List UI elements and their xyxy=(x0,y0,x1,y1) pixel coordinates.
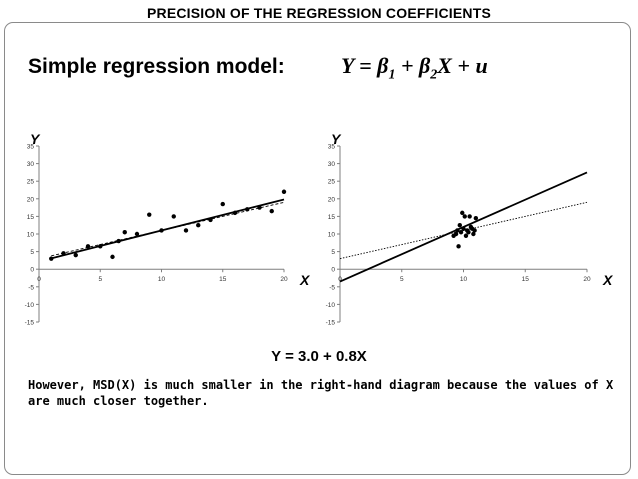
y-tick-label: 10 xyxy=(328,232,336,239)
x-tick-label: 5 xyxy=(98,276,102,283)
data-point xyxy=(455,228,460,233)
y-tick-label: 0 xyxy=(331,267,335,274)
y-tick-label: 5 xyxy=(30,249,34,256)
data-point xyxy=(472,228,477,233)
formula-text: Y = β1 + β2X + u xyxy=(341,53,488,83)
x-tick-label: 0 xyxy=(338,276,342,283)
data-point xyxy=(245,207,250,212)
y-tick-label: 5 xyxy=(331,249,335,256)
y-tick-label: -5 xyxy=(28,284,34,291)
y-tick-label: 20 xyxy=(27,196,35,203)
x-tick-label: 15 xyxy=(522,276,530,283)
data-point xyxy=(462,214,467,219)
y-tick-label: 15 xyxy=(27,214,35,221)
y-axis-label: Y xyxy=(331,131,342,147)
slide-title: PRECISION OF THE REGRESSION COEFFICIENTS xyxy=(146,5,492,21)
y-tick-label: -15 xyxy=(25,320,35,327)
data-point xyxy=(473,215,479,221)
data-point xyxy=(85,244,91,249)
data-point xyxy=(171,214,176,219)
data-point xyxy=(456,244,461,249)
y-tick-label: -10 xyxy=(326,302,336,309)
slide-frame xyxy=(4,22,631,475)
data-point xyxy=(220,201,225,207)
data-point xyxy=(457,223,462,228)
x-axis-label: X xyxy=(602,272,614,288)
data-point xyxy=(73,252,78,258)
x-tick-label: 5 xyxy=(400,276,404,283)
data-point xyxy=(110,254,115,260)
data-point xyxy=(232,210,238,216)
data-point xyxy=(281,189,287,194)
model-formula: Y = β1 + β2X + u xyxy=(341,53,488,83)
data-point xyxy=(458,230,464,235)
y-tick-label: 35 xyxy=(27,144,35,151)
x-axis-label: X xyxy=(299,272,311,288)
data-point xyxy=(196,223,201,228)
data-point xyxy=(208,217,213,223)
data-point xyxy=(463,233,469,238)
x-tick-label: 20 xyxy=(280,276,288,283)
y-tick-label: -15 xyxy=(326,320,336,327)
data-point xyxy=(134,231,140,237)
y-tick-label: 30 xyxy=(328,161,336,168)
data-point xyxy=(269,208,274,214)
explanation-note: However, MSD(X) is much smaller in the r… xyxy=(28,378,614,408)
y-tick-label: 0 xyxy=(30,267,34,274)
x-tick-label: 20 xyxy=(583,276,591,283)
data-point xyxy=(466,230,471,235)
y-tick-label: 10 xyxy=(27,232,35,239)
regression-equation: Y = 3.0 + 0.8X xyxy=(271,348,367,365)
data-point xyxy=(98,244,103,249)
data-point xyxy=(159,228,164,233)
data-point xyxy=(122,230,127,235)
x-tick-label: 15 xyxy=(219,276,227,283)
data-point xyxy=(460,210,465,216)
data-point xyxy=(471,231,476,237)
y-tick-label: -10 xyxy=(25,302,35,309)
data-point xyxy=(49,256,54,261)
data-point xyxy=(116,238,121,244)
x-tick-label: 10 xyxy=(158,276,166,283)
data-point xyxy=(257,205,262,210)
data-point xyxy=(61,251,66,256)
subtitle: Simple regression model: xyxy=(28,55,285,78)
data-point xyxy=(183,228,189,233)
x-tick-label: 10 xyxy=(460,276,468,283)
y-tick-label: -5 xyxy=(329,284,335,291)
data-point xyxy=(467,214,472,219)
data-point xyxy=(147,212,152,217)
y-tick-label: 30 xyxy=(27,161,35,168)
x-tick-label: 0 xyxy=(37,276,41,283)
y-tick-label: 20 xyxy=(328,196,336,203)
y-axis-label: Y xyxy=(30,131,41,147)
y-tick-label: 15 xyxy=(328,214,336,221)
data-point xyxy=(453,231,459,237)
y-tick-label: 35 xyxy=(328,144,336,151)
y-tick-label: 25 xyxy=(328,179,336,186)
y-tick-label: 25 xyxy=(27,179,35,186)
data-point xyxy=(461,226,466,231)
